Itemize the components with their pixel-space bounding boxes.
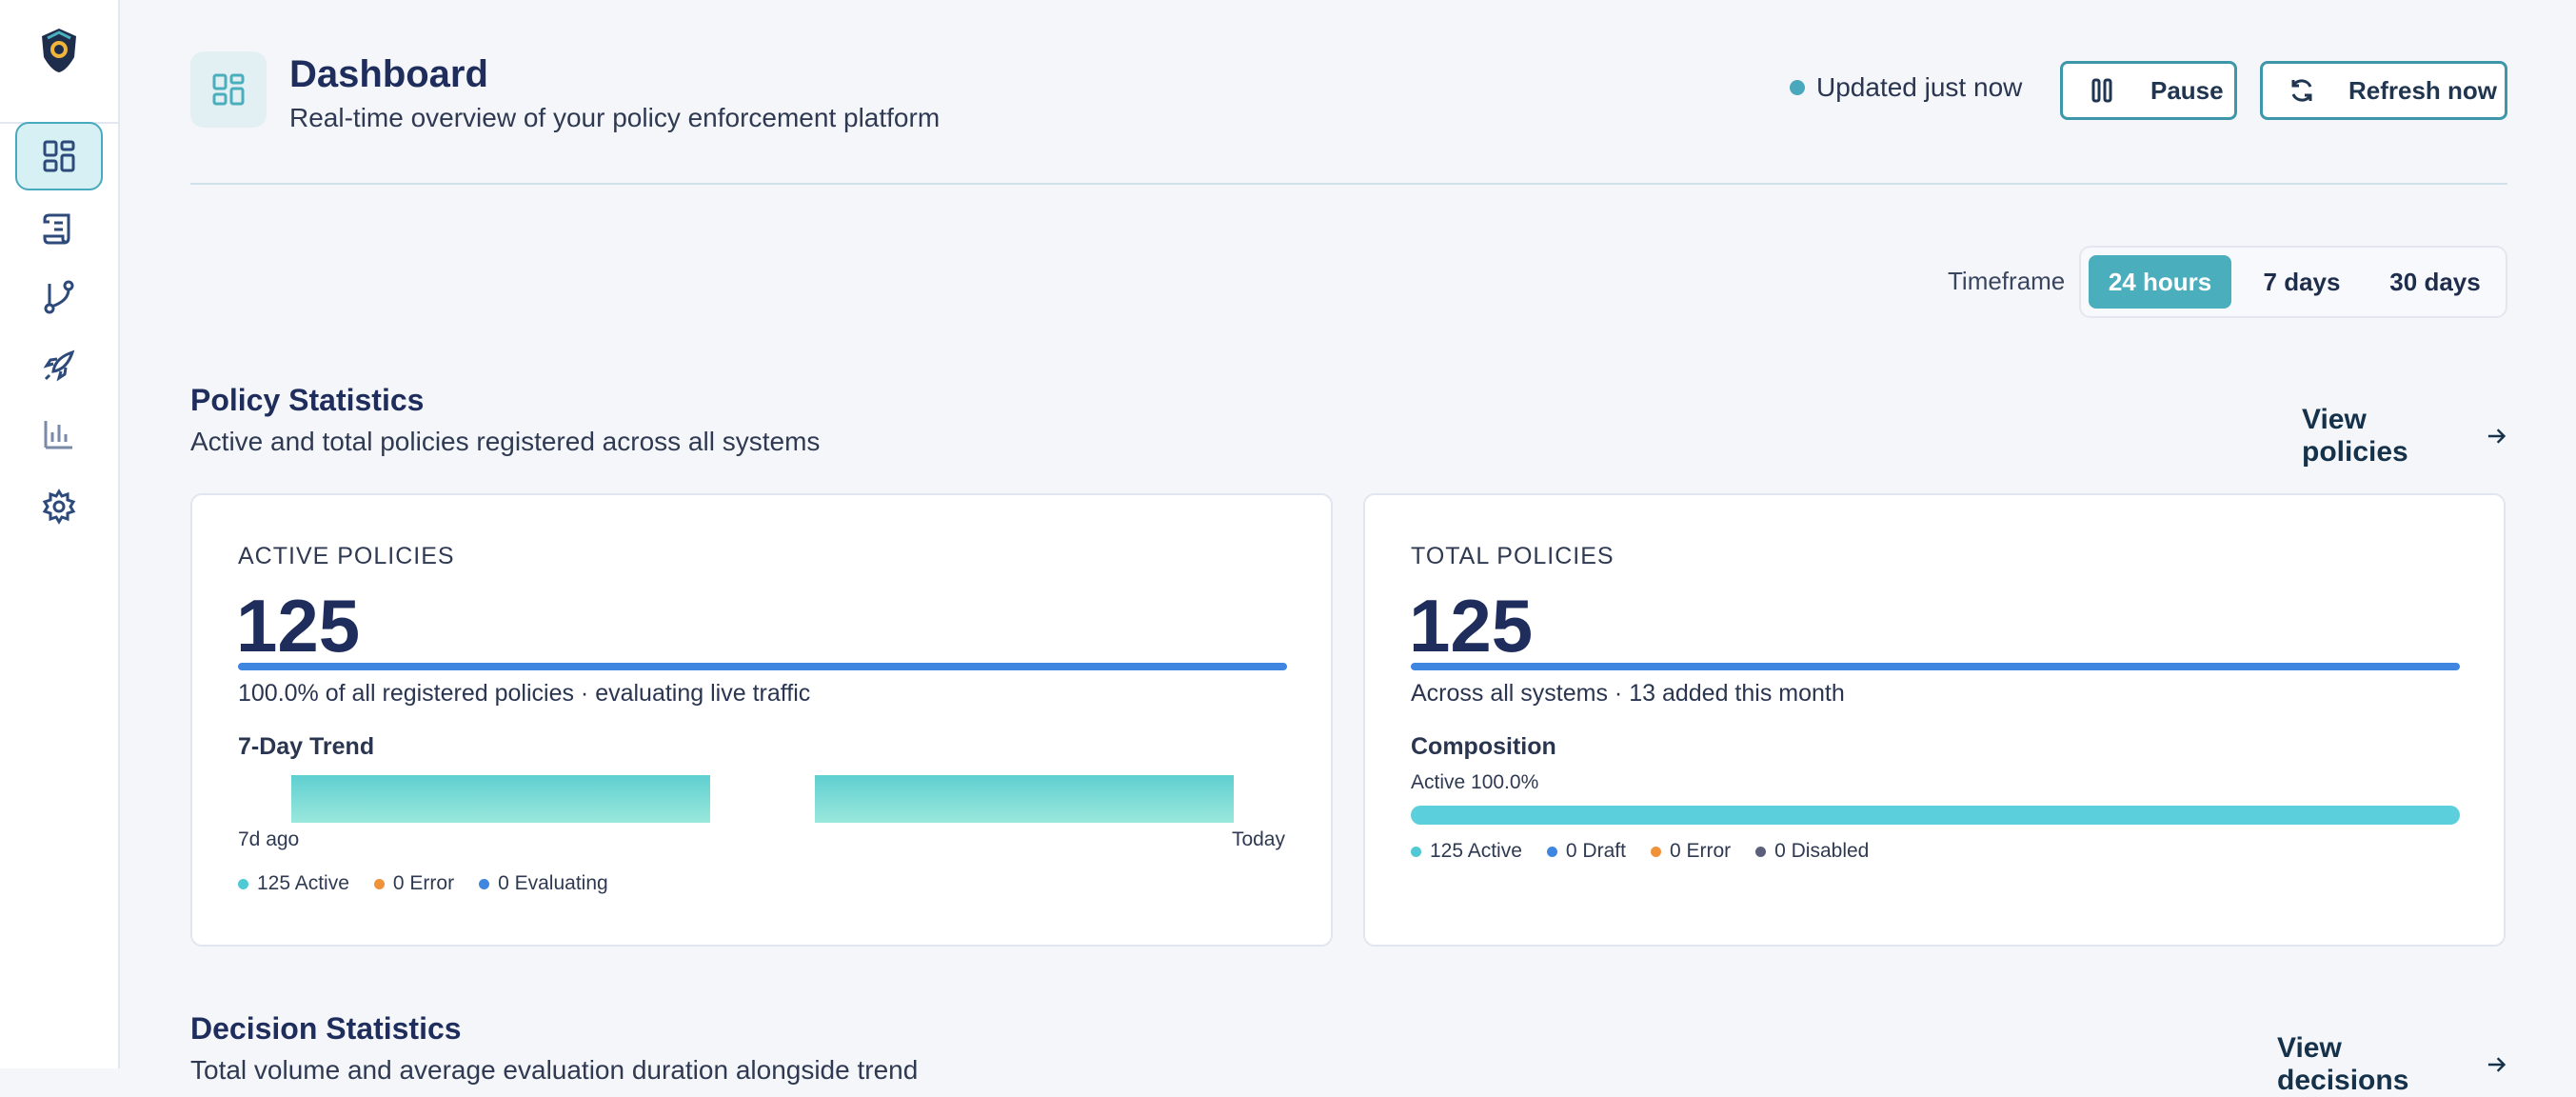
trend-bar (815, 775, 1234, 823)
legend-item: 0 Disabled (1755, 840, 1869, 863)
timeframe-option-30d[interactable]: 30 days (2389, 267, 2481, 296)
dashboard-icon (43, 140, 75, 172)
composition-legend: 125 Active 0 Draft 0 Error 0 Disabled (1411, 840, 1869, 863)
refresh-icon (2291, 79, 2312, 102)
legend-dot (238, 878, 248, 889)
header-divider (190, 183, 2507, 185)
total-policies-description: Across all systems · 13 added this month (1411, 680, 1845, 707)
legend-label: 125 Active (257, 872, 349, 894)
composition-subtitle: Active 100.0% (1411, 771, 1539, 793)
policy-section-subtitle: Active and total policies registered acr… (190, 427, 821, 456)
sidebar-item-analytics[interactable] (15, 400, 103, 469)
legend-label: 0 Evaluating (498, 872, 608, 894)
refresh-button[interactable]: Refresh now (2260, 61, 2507, 120)
sidebar-item-deployments[interactable] (15, 331, 103, 400)
view-decisions-link[interactable]: View decisions (2277, 1032, 2507, 1097)
live-status-dot (1790, 80, 1805, 95)
policy-section-title: Policy Statistics (190, 383, 425, 417)
composition-bar (1411, 806, 2460, 825)
active-policies-count: 125 (236, 584, 361, 668)
trend-bar (291, 775, 710, 823)
shield-logo-icon (42, 29, 76, 72)
bar-chart-icon (44, 421, 72, 449)
page-title: Dashboard (289, 53, 488, 95)
update-status: Updated just now (1790, 72, 2022, 103)
timeframe-option-24h[interactable]: 24 hours (2089, 255, 2231, 309)
arrow-right-icon (2487, 1057, 2506, 1072)
refresh-button-label: Refresh now (2348, 75, 2498, 105)
scroll-icon (43, 213, 70, 245)
legend-item: 0 Error (373, 872, 455, 895)
legend-label: 0 Error (392, 872, 455, 894)
active-policies-description: 100.0% of all registered policies · eval… (238, 680, 811, 707)
pause-button-label: Pause (2150, 75, 2224, 105)
legend-label: 0 Error (1669, 840, 1732, 862)
active-policies-label: ACTIVE POLICIES (238, 543, 455, 569)
decision-section-subtitle: Total volume and average evaluation dura… (190, 1055, 919, 1085)
view-decisions-label: View decisions (2277, 1032, 2409, 1096)
pause-button[interactable]: Pause (2060, 61, 2237, 120)
legend-item: 0 Error (1650, 840, 1732, 863)
legend-dot (1411, 846, 1421, 857)
timeframe-option-7d[interactable]: 7 days (2263, 267, 2341, 296)
view-policies-label: View policies (2302, 404, 2408, 468)
legend-dot (1546, 846, 1557, 857)
sidebar (0, 0, 120, 1068)
git-branch-icon (44, 280, 74, 314)
active-policies-card: ACTIVE POLICIES 125 100.0% of all regist… (190, 493, 1333, 947)
legend-label: 0 Disabled (1774, 840, 1870, 862)
legend-dot (1755, 846, 1767, 857)
trend-end-label: Today (1231, 828, 1285, 850)
active-policies-progress-bar (238, 663, 1287, 670)
legend-dot (479, 878, 490, 889)
legend-item: 0 Draft (1546, 840, 1626, 863)
rocket-icon (43, 349, 75, 382)
pause-icon (2091, 78, 2112, 103)
total-policies-count: 125 (1409, 584, 1534, 668)
sidebar-item-policies[interactable] (15, 194, 103, 263)
legend-label: 125 Active (1430, 840, 1522, 862)
legend-item: 125 Active (238, 872, 349, 895)
legend-label: 0 Draft (1565, 840, 1626, 862)
trend-legend: 125 Active 0 Error 0 Evaluating (238, 872, 608, 895)
dashboard-header-icon (190, 51, 267, 128)
timeframe-selector: 24 hours 7 days 30 days (2079, 246, 2507, 318)
page-header: Dashboard Real-time overview of your pol… (190, 51, 2507, 137)
trend-start-label: 7d ago (238, 828, 300, 850)
view-policies-link[interactable]: View policies (2302, 404, 2507, 469)
sidebar-item-dashboard[interactable] (15, 122, 103, 190)
sidebar-item-settings[interactable] (15, 472, 103, 541)
sidebar-item-branches[interactable] (15, 263, 103, 331)
update-status-text: Updated just now (1816, 72, 2023, 102)
app-logo[interactable] (38, 27, 80, 74)
gear-icon (42, 489, 76, 525)
legend-dot (373, 878, 385, 889)
arrow-right-icon (2487, 429, 2506, 444)
total-policies-card: TOTAL POLICIES 125 Across all systems · … (1363, 493, 2506, 947)
total-policies-label: TOTAL POLICIES (1411, 543, 1615, 569)
composition-title: Composition (1411, 733, 1556, 760)
timeframe-label: Timeframe (1948, 267, 2066, 295)
page-subtitle: Real-time overview of your policy enforc… (289, 103, 941, 132)
legend-dot (1650, 846, 1661, 857)
total-policies-progress-bar (1411, 663, 2460, 670)
legend-item: 125 Active (1411, 840, 1522, 863)
decision-section-title: Decision Statistics (190, 1011, 462, 1046)
legend-item: 0 Evaluating (479, 872, 608, 895)
trend-title: 7-Day Trend (238, 733, 375, 760)
